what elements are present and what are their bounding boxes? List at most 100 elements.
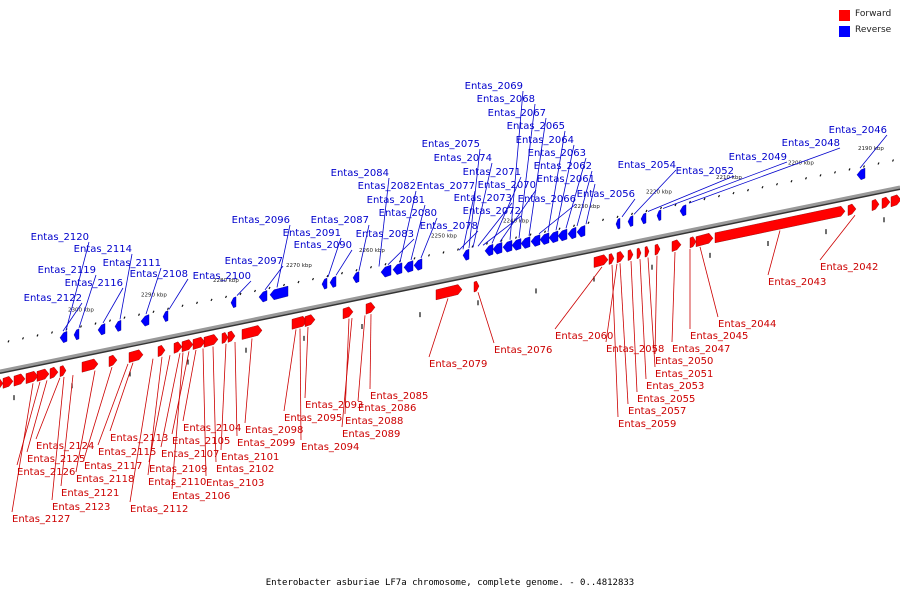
forward-gene [227,330,236,343]
gene-leader-line [168,278,189,310]
scale-dash [630,212,634,216]
gene-label: Entas_2080 [379,208,437,219]
reverse-gene [539,232,550,245]
gene-leader-line [129,358,154,503]
gene-label: Entas_2081 [367,195,425,206]
scale-dash [471,245,474,248]
gene-leader-line [688,147,841,204]
map-caption: Enterobacter asburiae LF7a chromosome, c… [265,578,635,588]
gene-label: Entas_2120 [31,232,89,243]
scale-dash [36,334,39,337]
forward-gene [291,316,308,330]
gene-label: Entas_2062 [534,161,592,172]
reverse-gene [97,323,106,336]
gene-label: Entas_2059 [618,419,676,430]
gene-label: Entas_2056 [577,189,635,200]
scale-dash [326,274,329,278]
scale-dash [239,292,242,296]
reverse-gene [140,314,150,327]
gene-leader-line [109,362,134,432]
forward-gene [342,306,354,320]
scale-tick-label: 2200 kbp [788,160,814,166]
reverse-gene [557,228,568,242]
gene-leader-line [859,134,888,169]
forward-swatch [839,10,850,21]
scale-dash [7,340,10,343]
forward-gene [714,206,846,244]
gene-label: Entas_2124 [36,441,94,452]
gene-leader-line [477,292,495,344]
forward-gene [2,376,14,389]
scale-dash [558,227,561,230]
gene-label: Entas_2086 [358,403,416,414]
scale-dash [181,304,184,308]
forward-gene [81,358,99,373]
gene-label: Entas_2116 [65,278,123,289]
reverse-gene [640,212,647,225]
gene-leader-line [420,217,438,259]
gene-leader-line [147,356,163,476]
gene-label: Entas_2074 [434,153,492,164]
gene-label: Entas_2052 [676,166,734,177]
legend-forward: Forward [839,9,899,22]
scale-dash [456,248,460,251]
gene-leader-line [554,266,603,330]
gene-leader-line [358,224,370,271]
reverse-gene [484,243,494,257]
gene-label: Entas_2109 [149,464,207,475]
forward-gene [203,334,219,348]
forward-gene [157,345,166,357]
gene-label: Entas_2045 [690,331,748,342]
gene-leader-line [555,144,575,231]
forward-gene [608,253,615,265]
gene-label: Entas_2123 [52,502,110,513]
gene-label: Entas_2119 [38,265,96,276]
gene-leader-line [369,314,372,390]
reverse-gene [679,204,687,217]
gene-label: Entas_2125 [27,454,85,465]
reverse-gene [462,248,470,261]
scale-dash [500,239,503,242]
gene-label: Entas_2102 [216,464,274,475]
gene-leader-line [16,381,41,466]
scale-dash [384,263,387,266]
gene-leader-line [341,317,353,428]
forward-gene [593,254,609,268]
forward-gene [192,336,206,350]
gene-leader-line [378,177,390,267]
gene-leader-line [585,183,596,225]
forward-gene [108,354,118,368]
gene-label: Entas_2078 [420,221,478,232]
gene-leader-line [236,280,252,296]
scale-dash [645,209,648,213]
gene-leader-line [234,341,238,437]
forward-gene [671,239,682,252]
gene-label: Entas_2051 [655,369,713,380]
gene-label: Entas_2047 [672,344,730,355]
gene-leader-line [145,267,162,315]
scale-dash [819,174,822,177]
gene-leader-line [83,366,113,460]
forward-gene [881,196,891,209]
gene-leader-line [528,117,547,236]
legend-reverse: Reverse [839,25,899,38]
gene-label: Entas_2077 [417,181,475,192]
scale-tick-label: 2270 kbp [286,263,312,269]
gene-leader-line [819,214,856,261]
gene-label: Entas_2042 [820,262,878,273]
reverse-gene [567,226,577,240]
scale-dash [108,319,112,322]
scale-dash [833,171,837,174]
scale-dash [543,230,547,233]
gene-label: Entas_2046 [829,125,887,136]
gene-label: Entas_2048 [782,138,840,149]
scale-dash [862,165,866,168]
gene-leader-line [60,375,74,487]
scale-dash [891,159,895,162]
gene-leader-line [51,376,65,501]
forward-gene [36,368,50,382]
gene-leader-line [621,198,636,218]
gene-leader-line [171,352,184,490]
scale-dash [340,271,344,275]
forward-gene [695,233,714,247]
